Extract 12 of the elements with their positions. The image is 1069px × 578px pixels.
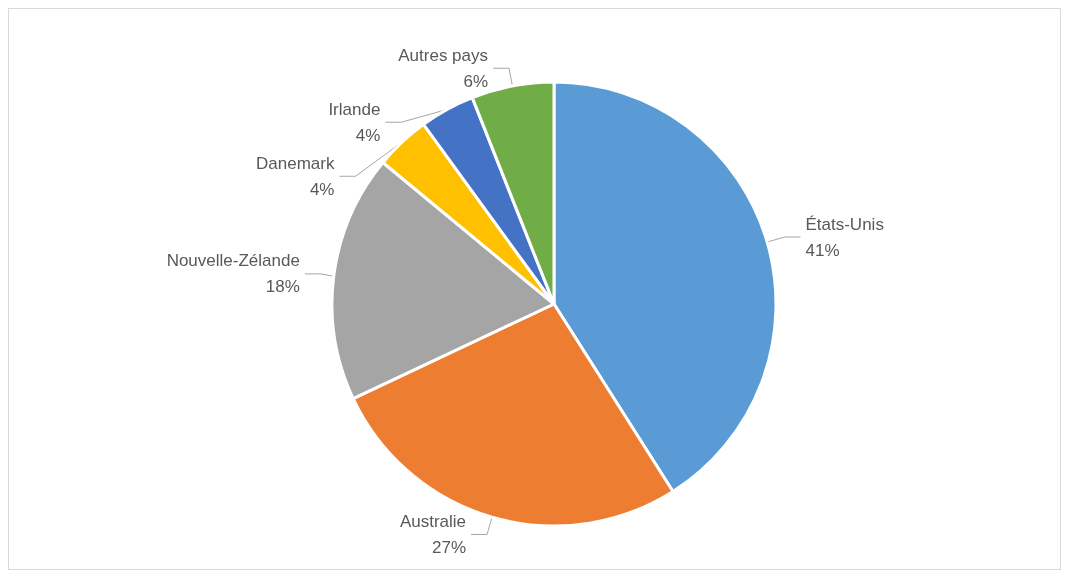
data-label: 4%	[309, 179, 335, 199]
data-label: 41%	[805, 240, 840, 260]
data-label: 18%	[265, 277, 300, 297]
slice-label: Australie	[399, 511, 467, 531]
slice-label: États-Unis	[805, 214, 884, 234]
slice-label: Danemark	[256, 153, 335, 173]
slice-label: Nouvelle-Zélande	[166, 251, 300, 271]
data-label: 6%	[463, 71, 489, 91]
data-label: 4%	[355, 125, 381, 145]
slice-label: Autres pays	[398, 45, 489, 65]
slice-label: Irlande	[328, 99, 381, 119]
data-label: 27%	[432, 537, 467, 557]
